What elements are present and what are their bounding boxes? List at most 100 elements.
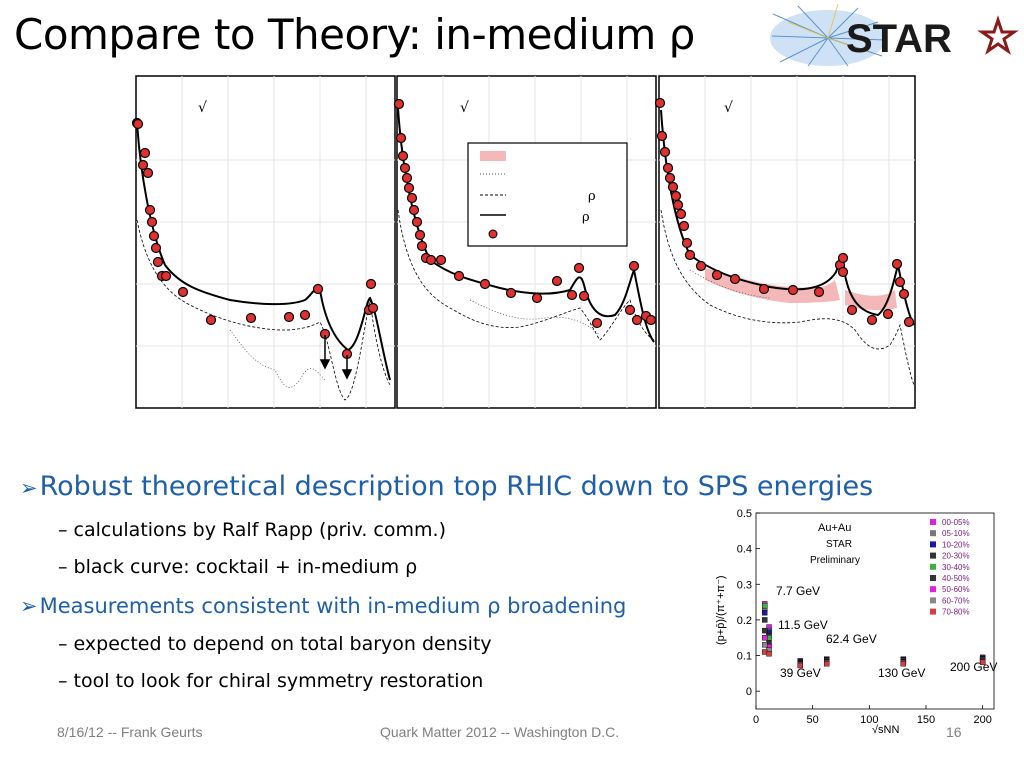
left-point-14 [245,312,257,324]
inset-point-3-0 [762,617,768,623]
right-point-8 [675,208,687,220]
bullet-sub-1: – calculations by Ralf Rapp (priv. comm.… [58,519,446,541]
right-point-3 [662,162,674,174]
inset-legend-marker-0 [930,519,936,525]
middle-point-22 [591,317,603,329]
ratio-inset-chart: 0 0.1 0.2 0.3 0.4 0.5 0 50 100 150 200 (p+p̄)/(π⁺+… [715,508,997,736]
left-point-12 [177,286,189,298]
right-point-20 [837,252,849,264]
middle-point-2 [397,150,409,162]
left-point-2 [137,159,149,171]
bullet-sub-1-text: calculations by Ralf Rapp (priv. comm.) [73,519,446,541]
middle-point-5 [403,182,415,194]
bullet-sub-3: – expected to depend on total baryon den… [58,633,492,655]
inset-legend-marker-3 [930,552,936,559]
inset-point-4-0 [762,602,768,609]
right-point-27 [903,316,915,328]
right-point-23 [882,308,894,320]
inset-legend-marker-4 [930,563,936,570]
slide-title: Compare to Theory: in-medium ρ [14,10,695,59]
inset-legend-label-4: 30-40% [942,563,970,572]
middle-point-24 [628,260,640,272]
inset-point-2-0 [762,610,768,616]
inset-legend-label-8: 70-80% [942,608,970,617]
inset-xlabel: √sNN [872,724,899,736]
inset-point-8-4 [900,661,907,667]
right-dotted-curve [689,269,771,299]
inset-legend-marker-5 [930,575,936,581]
middle-point-23 [624,304,636,316]
panel-right-header: √ [724,100,733,116]
bullet-sub-2-text: black curve: cocktail + in-medium ρ [73,556,418,578]
inset-xtick-label-1: 50 [807,714,819,726]
right-point-10 [681,237,693,249]
inset-point-6-0 [762,635,768,641]
inset-annotation-auau: Au+Au [818,522,851,534]
middle-point-21 [578,290,590,302]
middle-point-14 [453,270,465,282]
right-point-11 [684,249,696,261]
panel-legend: ρ ρ [467,142,628,247]
inset-energy-7: 7.7 GeV [776,584,820,598]
middle-point-25 [631,314,643,326]
left-point-1 [132,118,144,130]
star-logo: STAR [768,2,1024,68]
right-point-25 [894,276,906,288]
inset-frame [755,512,995,710]
right-point-9 [678,220,690,232]
middle-cocktail-curve [397,209,655,341]
inset-ytick-label-2: 0.2 [737,615,752,627]
left-total-curve [136,121,391,381]
legend-label-dashed: ρ [588,189,596,204]
footer-date-author: 8/16/12 -- Frank Geurts [57,724,203,740]
inset-axis-ticks: 0 0.1 0.2 0.3 0.4 0.5 0 50 100 150 200 [737,508,992,726]
left-point-6 [146,216,158,228]
inset-point-8-2 [797,662,803,669]
middle-point-17 [531,292,543,304]
middle-point-1 [395,132,407,144]
middle-point-3 [399,162,411,174]
inset-legend-label-0: 00-05% [942,518,970,527]
middle-point-6 [406,192,418,204]
right-point-6 [670,190,682,202]
bullet-arrow-icon: ➢ [20,594,38,618]
middle-point-12 [425,254,437,266]
left-point-7 [148,230,160,242]
inset-xtick-label-4: 200 [973,714,991,726]
middle-point-4 [401,172,413,184]
right-point-19 [837,266,849,278]
right-point-0 [654,97,666,109]
inset-legend-label-2: 10-20% [942,540,970,549]
right-point-7 [672,199,684,211]
left-point-15 [283,311,295,323]
right-point-17 [813,286,825,298]
middle-point-15 [479,278,491,290]
right-point-24 [891,258,903,270]
bullet-main-1-text: Robust theoretical description top RHIC … [39,471,874,502]
bullet-arrow-icon: ➢ [20,476,38,500]
legend-band-swatch [480,151,506,161]
right-point-21 [846,304,858,316]
inset-xtick-label-3: 150 [917,714,935,726]
middle-point-7 [408,204,420,216]
inset-point-8-5 [979,659,986,666]
left-point-17 [312,283,324,295]
right-point-14 [729,273,741,285]
collision-graphic [770,3,887,67]
bullet-main-2-text: Measurements consistent with in-medium ρ… [39,594,627,618]
bullet-sub-3-text: expected to depend on total baryon densi… [73,633,492,655]
left-point-8 [150,242,162,254]
inset-legend-marker-6 [930,586,936,593]
inset-legend-marker-2 [930,541,936,548]
panel-middle [396,75,657,409]
inset-energy-130: 130 GeV [878,666,925,680]
middle-point-0 [393,98,405,110]
star-icon [977,15,1019,55]
inset-point-8-3 [824,661,830,667]
inset-legend-marker-7 [930,597,936,604]
right-cocktail-curve [660,209,915,386]
bullet-sub-2: – black curve: cocktail + in-medium ρ [58,556,418,578]
inset-annotation-preliminary: Preliminary [810,555,860,566]
panel-grid [136,76,915,408]
